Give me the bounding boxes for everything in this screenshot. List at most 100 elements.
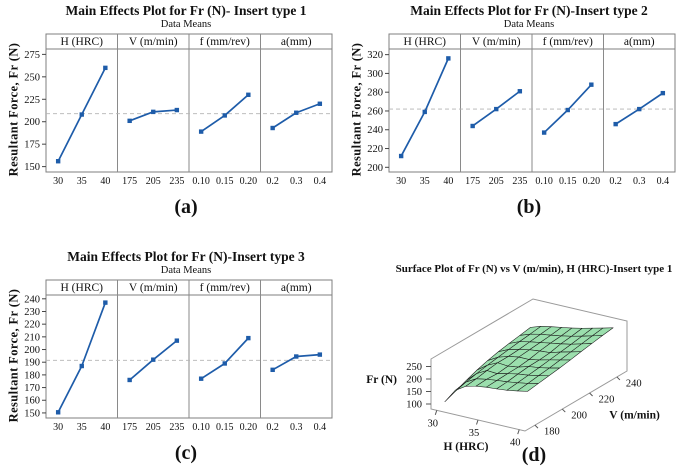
chart-subtitle-b: Data Means: [503, 19, 555, 30]
x-tick-label: 175: [122, 176, 137, 187]
factor-panel-1: H (HRC) 30 35 40: [396, 36, 453, 187]
y-tick-label: 260: [367, 106, 383, 117]
factor-header: f (mm/rev): [200, 282, 250, 294]
axis-box: [430, 298, 628, 432]
y-tick-label: 250: [24, 72, 40, 83]
x-tick-label: 0.20: [240, 176, 258, 187]
x-tick-label: 175: [122, 422, 137, 433]
effects-line: [200, 337, 250, 380]
x-tick-label: 0.3: [290, 422, 303, 433]
x-tick-label: 0.3: [633, 176, 646, 187]
plot-area-b: Resultant Force, Fr (N) 200 220 240 260 280 3…: [343, 32, 685, 190]
factor-panel-2: V (m/min) 175 205 235: [465, 36, 527, 187]
factor-panel-4: a(mm) 0.2 0.3 0.4: [266, 282, 326, 433]
y-tick-label: 175: [24, 140, 40, 151]
x-tick-mark: [434, 410, 438, 416]
data-point-marker: [246, 335, 251, 341]
data-point-marker: [222, 361, 227, 366]
chart-subtitle-a: Data Means: [160, 19, 212, 30]
z-tick-label: 150: [406, 387, 422, 398]
chart-title-d: Surface Plot of Fr (N) vs V (m/min), H (…: [395, 263, 673, 275]
data-point-marker: [270, 125, 275, 131]
z-tick-label: 100: [406, 400, 422, 411]
factor-panel-3: f (mm/rev) 0.10 0.15 0.20: [192, 282, 257, 433]
y-tick-label: 200: [24, 345, 40, 356]
y-tick-label: 220: [367, 144, 383, 155]
y-tick-label: 200: [24, 117, 40, 128]
z-tick-label: 200: [406, 375, 422, 386]
y-tick-label: 225: [24, 95, 40, 106]
data-point-marker: [422, 109, 427, 115]
subplot-c: Main Effects Plot for Fr (N)-Insert type…: [0, 237, 342, 473]
x-tick-label: 0.20: [583, 176, 601, 187]
subplot-d: Surface Plot of Fr (N) vs V (m/min), H (…: [343, 237, 685, 473]
y-tick-mark: [561, 408, 566, 413]
data-point-marker: [127, 377, 132, 383]
z-tick-label: 250: [406, 362, 422, 373]
x-tick-label: 235: [512, 176, 527, 187]
factor-header: f (mm/rev): [543, 36, 593, 48]
data-point-marker: [589, 82, 594, 87]
x-tick-mark: [476, 419, 479, 425]
x-tick-label: 205: [146, 176, 161, 187]
x-tick-label: 0.2: [266, 422, 279, 433]
x-tick-label: 0.4: [314, 176, 327, 187]
y-tick-label: 275: [24, 50, 40, 61]
factor-panel-4: a(mm) 0.2 0.3 0.4: [266, 36, 326, 187]
factor-header: H (HRC): [404, 36, 447, 48]
data-point-marker: [198, 376, 204, 381]
x-tick-label: 205: [489, 176, 504, 187]
caption-a: (a): [174, 196, 198, 218]
x-tick-label: 0.15: [559, 176, 577, 187]
x-tick-label: 0.15: [216, 176, 234, 187]
data-point-marker: [174, 107, 180, 113]
y-tick-label: 160: [24, 396, 40, 407]
y-tick-label: 210: [24, 332, 40, 343]
effects-line: [271, 102, 321, 129]
y-tick-label: 240: [367, 125, 383, 136]
y-tick-label: 240: [626, 378, 642, 389]
data-point-marker: [174, 338, 180, 343]
x-tick-label: 35: [77, 422, 87, 433]
effects-line: [57, 301, 107, 414]
effects-line: [400, 57, 450, 157]
y-tick-label: 150: [24, 408, 40, 419]
data-point-marker: [446, 56, 451, 61]
data-point-marker: [198, 129, 204, 134]
mesh-cell: [444, 381, 467, 403]
x-tick-label: 0.3: [290, 176, 303, 187]
chart-subtitle-c: Data Means: [160, 265, 212, 276]
main-effects-chart-b: 200 220 240 260 280 300 320 H (HRC) 30 35 40 V (m/m…: [367, 33, 676, 187]
x-tick-label: 40: [100, 422, 110, 433]
x-tick-label: 0.2: [609, 176, 622, 187]
data-point-marker: [494, 106, 499, 112]
data-point-marker: [151, 109, 156, 115]
data-point-marker: [55, 410, 61, 415]
y-tick-label: 320: [367, 50, 383, 61]
chart-title-b: Main Effects Plot for Fr (N)-Insert type…: [410, 3, 648, 18]
x-tick-label: 205: [146, 422, 161, 433]
y-tick-label: 280: [367, 88, 383, 99]
x-tick-label: 0.10: [535, 176, 553, 187]
x-tick-label: 0.20: [240, 422, 258, 433]
caption-b: (b): [516, 196, 542, 218]
data-point-marker: [517, 89, 523, 94]
factor-header: H (HRC): [61, 36, 104, 48]
x-tick-label: 0.4: [657, 176, 670, 187]
x-tick-label: 40: [100, 176, 110, 187]
data-point-marker: [294, 354, 299, 359]
data-point-marker: [55, 159, 61, 164]
data-point-marker: [222, 113, 227, 118]
x-tick-label: 35: [420, 176, 430, 187]
data-point-marker: [246, 92, 251, 97]
x-tick-label: 30: [428, 418, 439, 429]
y-tick-label: 230: [24, 307, 40, 318]
main-effects-chart-a: 150 175 200 225 250 275 H (HRC) 30 35 40 V (m/min)…: [24, 33, 333, 187]
chart-title-a: Main Effects Plot for Fr (N)- Insert typ…: [65, 3, 307, 18]
x-axis-label: H (HRC): [443, 441, 488, 453]
y-tick-mark: [616, 376, 621, 381]
data-point-marker: [317, 101, 323, 106]
factor-header: V (m/min): [129, 282, 178, 294]
x-tick-label: 35: [469, 428, 480, 439]
